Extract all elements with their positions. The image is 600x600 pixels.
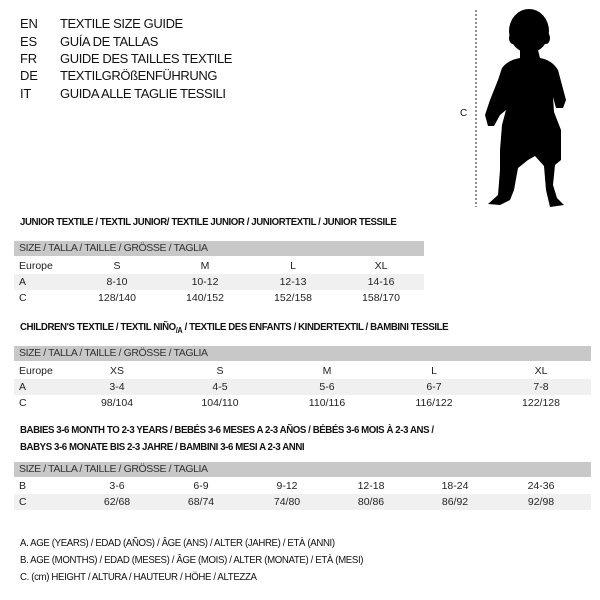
lang-title: GUIDA ALLE TAGLIE TESSILI (60, 86, 226, 101)
row-label: C (19, 496, 27, 508)
lang-code: IT (20, 86, 32, 101)
table-cell: XS (109, 365, 125, 377)
table-cell: 9-12 (276, 480, 298, 492)
table-cell: 92/98 (527, 496, 555, 508)
table-cell: 7-8 (533, 381, 549, 393)
row-label: Europe (19, 365, 53, 377)
table-cell: M (200, 260, 210, 272)
table-cell: 116/122 (415, 397, 453, 409)
junior-size-table: SIZE / TALLA / TAILLE / GRÖSSE / TAGLIA … (14, 241, 424, 307)
table-cell: 62/68 (103, 496, 131, 508)
silhouette-body (485, 50, 566, 207)
table-cell: S (113, 260, 121, 272)
table-cell: 98/104 (100, 397, 134, 409)
children-section-title: CHILDREN'S TEXTILE / TEXTIL NIÑO/A / TEX… (20, 321, 449, 336)
babies-section-title-line2: BABYS 3-6 MONATE BIS 2-3 JAHRE / BAMBINI… (20, 441, 305, 453)
junior-section-title: JUNIOR TEXTILE / TEXTIL JUNIOR/ TEXTILE … (20, 216, 397, 228)
table-cell: 18-24 (441, 480, 469, 492)
height-measure-label: C (460, 108, 467, 119)
table-row: B 3-6 6-9 9-12 12-18 18-24 24-36 (14, 478, 591, 494)
row-label: C (19, 292, 27, 304)
table-cell: 3-4 (109, 381, 125, 393)
silhouette-head (509, 9, 549, 53)
table-cell: 3-6 (109, 480, 125, 492)
table-cell: 74/80 (273, 496, 301, 508)
row-label: A (19, 381, 27, 393)
table-header: SIZE / TALLA / TAILLE / GRÖSSE / TAGLIA (14, 346, 591, 361)
table-cell: 8-10 (106, 276, 128, 288)
table-cell: XL (534, 365, 548, 377)
table-cell: 12-13 (279, 276, 307, 288)
table-header: SIZE / TALLA / TAILLE / GRÖSSE / TAGLIA (14, 241, 424, 256)
lang-code: FR (20, 51, 37, 66)
table-cell: 152/158 (274, 292, 312, 304)
table-cell: 122/128 (522, 397, 560, 409)
row-label: C (19, 397, 27, 409)
table-cell: 68/74 (187, 496, 215, 508)
lang-code: ES (20, 34, 37, 49)
child-silhouette-figure (475, 9, 566, 207)
table-row: C 62/68 68/74 74/80 80/86 86/92 92/98 (14, 494, 591, 510)
lang-title: GUIDE DES TAILLES TEXTILE (60, 51, 233, 66)
table-cell: 128/140 (98, 292, 136, 304)
table-cell: 158/170 (362, 292, 400, 304)
table-cell: XL (374, 260, 388, 272)
lang-title: TEXTILE SIZE GUIDE (60, 16, 183, 31)
table-cell: 104/110 (201, 397, 239, 409)
table-cell: M (322, 365, 332, 377)
lang-title: GUÍA DE TALLAS (60, 34, 158, 49)
title-text: / TEXTILE DES ENFANTS / KINDERTEXTIL / B… (182, 321, 449, 333)
table-cell: S (216, 365, 224, 377)
table-row: A 3-4 4-5 5-6 6-7 7-8 (14, 379, 591, 395)
children-size-table: SIZE / TALLA / TAILLE / GRÖSSE / TAGLIA … (14, 346, 591, 412)
table-row: A 8-10 10-12 12-13 14-16 (14, 274, 424, 290)
table-cell: 6-9 (193, 480, 209, 492)
table-row: C 128/140 140/152 152/158 158/170 (14, 290, 424, 306)
table-cell: 24-36 (527, 480, 555, 492)
row-label: A (19, 276, 27, 288)
babies-size-table: SIZE / TALLA / TAILLE / GRÖSSE / TAGLIA … (14, 462, 591, 512)
table-cell: 6-7 (426, 381, 442, 393)
table-header: SIZE / TALLA / TAILLE / GRÖSSE / TAGLIA (14, 462, 591, 477)
table-row: C 98/104 104/110 110/116 116/122 122/128 (14, 395, 591, 411)
lang-code: EN (20, 16, 38, 31)
table-row: Europe XS S M L XL (14, 363, 591, 379)
table-cell: 5-6 (319, 381, 335, 393)
title-text: CHILDREN'S TEXTILE / TEXTIL NIÑO (20, 321, 176, 333)
table-cell: 80/86 (357, 496, 385, 508)
table-cell: 86/92 (441, 496, 469, 508)
table-cell: 4-5 (212, 381, 228, 393)
table-cell: L (290, 260, 296, 272)
table-cell: 140/152 (186, 292, 224, 304)
legend-item-c: C. (cm) HEIGHT / ALTURA / HAUTEUR / HÖHE… (20, 571, 257, 583)
table-cell: 10-12 (191, 276, 219, 288)
lang-code: DE (20, 68, 38, 83)
babies-section-title-line1: BABIES 3-6 MONTH TO 2-3 YEARS / BEBÉS 3-… (20, 424, 434, 436)
lang-title: TEXTILGRÖßENFÜHRUNG (60, 68, 218, 83)
table-cell: L (431, 365, 437, 377)
row-label: B (19, 480, 27, 492)
table-cell: 110/116 (308, 397, 346, 409)
legend-item-a: A. AGE (YEARS) / EDAD (AÑOS) / ÂGE (ANS)… (20, 537, 335, 549)
table-cell: 12-18 (357, 480, 385, 492)
row-label: Europe (19, 260, 53, 272)
table-row: Europe S M L XL (14, 258, 424, 274)
table-cell: 14-16 (367, 276, 395, 288)
legend-item-b: B. AGE (MONTHS) / EDAD (MESES) / ÂGE (MO… (20, 554, 364, 566)
title-subscript: /A (175, 326, 183, 336)
